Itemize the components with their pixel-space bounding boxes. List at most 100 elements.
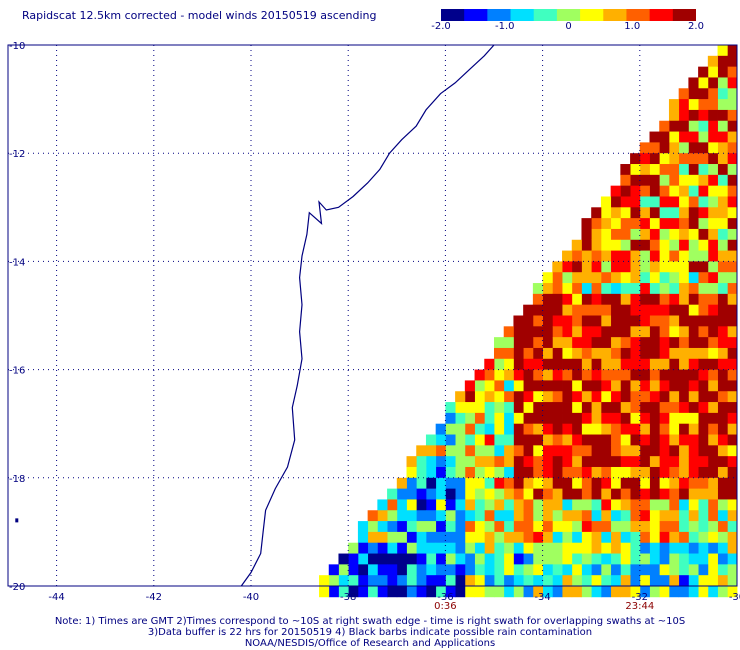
swath-cell — [552, 380, 563, 392]
swath-cell — [639, 531, 650, 544]
swath-cell — [659, 402, 670, 414]
swath-cell — [600, 283, 612, 295]
swath-cell — [727, 315, 738, 327]
swath-cell — [727, 402, 738, 414]
swath-cell — [513, 575, 524, 587]
swath-cell — [707, 293, 718, 306]
swath-cell — [727, 412, 738, 425]
swath-cell — [659, 239, 670, 251]
swath-cell — [484, 499, 495, 511]
swath-cell — [668, 293, 680, 306]
swath-cell — [532, 326, 543, 338]
swath-cell — [532, 477, 543, 490]
swath-cell — [727, 564, 738, 576]
swath-cell — [474, 586, 485, 598]
swath-cell — [610, 531, 621, 544]
swath-cell — [649, 564, 660, 576]
swath-cell — [659, 261, 670, 273]
swath-cell — [425, 542, 437, 554]
swath-cell — [367, 531, 378, 544]
swath-cell — [698, 466, 709, 479]
swath-cell — [727, 153, 738, 165]
swath-cell — [464, 412, 475, 425]
swath-cell — [610, 347, 621, 360]
swath-cell — [532, 499, 543, 511]
swath-cell — [639, 174, 650, 187]
swath-cell — [649, 466, 660, 479]
swath-cell — [523, 521, 534, 533]
lat-label: -16 — [9, 366, 25, 377]
swath-cell — [591, 575, 602, 587]
swath-cell — [649, 153, 660, 165]
swath-cell — [581, 488, 592, 500]
swath-cell — [630, 153, 641, 165]
swath-cell — [357, 575, 369, 587]
swath-cell — [630, 575, 641, 587]
lon-label: -42 — [146, 592, 162, 600]
swath-cell — [523, 542, 534, 554]
swath-cell — [688, 218, 699, 230]
swath-cell — [668, 218, 680, 230]
swath-cell — [513, 499, 524, 511]
swath-cell — [484, 369, 495, 381]
swath-cell — [707, 445, 718, 457]
swath-cell — [600, 564, 612, 576]
swath-cell — [620, 347, 631, 360]
swath-cell — [542, 293, 553, 306]
swath-cell — [698, 521, 709, 533]
colorbar-swatch — [556, 9, 581, 21]
swath-cell — [698, 477, 709, 490]
swath-cell — [562, 466, 573, 479]
swath-cell — [630, 402, 641, 414]
swath-cell — [600, 347, 612, 360]
swath-cell — [659, 553, 670, 565]
swath-cell — [610, 358, 621, 370]
swath-cell — [435, 423, 446, 435]
swath-cell — [620, 250, 631, 262]
swath-cell — [727, 521, 738, 533]
swath-cell — [600, 456, 612, 468]
swath-cell — [591, 586, 602, 598]
swath-cell — [532, 456, 543, 468]
swath-cell — [698, 142, 709, 154]
swath-cell — [396, 477, 407, 490]
swath-cell — [717, 369, 728, 381]
swath-cell — [484, 477, 495, 490]
swath-cell — [562, 553, 573, 565]
swath-cell — [639, 250, 650, 262]
swath-cell — [678, 283, 689, 295]
swath-cell — [727, 77, 738, 89]
swath-cell — [513, 586, 524, 598]
swath-cell — [484, 553, 495, 565]
swath-cell — [707, 131, 718, 143]
swath-cell — [727, 326, 738, 338]
swath-cell — [630, 445, 641, 457]
swath-cell — [523, 586, 534, 598]
swath-cell — [707, 434, 718, 446]
swath-cell — [688, 434, 699, 446]
swath-cell — [562, 564, 573, 576]
swath-cell — [600, 575, 612, 587]
swath-cell — [581, 586, 592, 598]
swath-cell — [387, 510, 398, 522]
swath-cell — [678, 218, 689, 230]
swath-cell — [630, 196, 641, 208]
swath-cell — [649, 456, 660, 468]
swath-cell — [639, 239, 650, 251]
swath-cell — [600, 196, 612, 208]
swath-cell — [727, 391, 738, 403]
swath-cell — [571, 326, 582, 338]
swath-cell — [503, 369, 514, 381]
swath-cell — [542, 402, 553, 414]
swath-cell — [494, 466, 505, 479]
swath-cell — [707, 521, 718, 533]
swath-cell — [562, 261, 573, 273]
swath-cell — [455, 412, 466, 425]
swath-cell — [610, 207, 621, 219]
swath-cell — [503, 456, 514, 468]
swath-cell — [494, 553, 505, 565]
swath-cell — [396, 586, 407, 598]
swath-cell — [620, 586, 631, 598]
swath-cell — [474, 488, 485, 500]
swath-cell — [513, 466, 524, 479]
